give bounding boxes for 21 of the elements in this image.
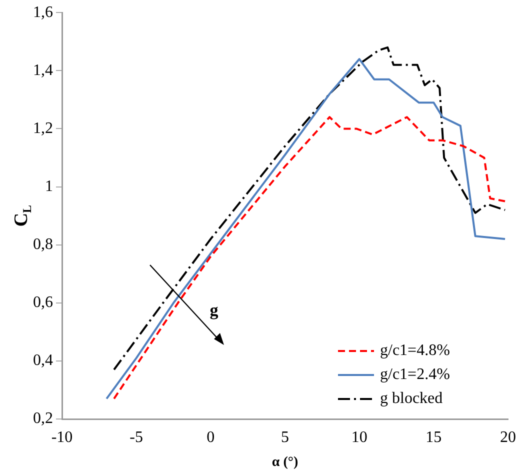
annotation: g xyxy=(210,300,219,320)
x-tick-label: 10 xyxy=(351,428,368,446)
legend-label: g/c1=2.4% xyxy=(380,366,450,384)
y-tick-label: 1 xyxy=(45,178,53,195)
y-tick-label: 0,8 xyxy=(33,236,53,254)
y-axis-title: CL xyxy=(10,204,34,227)
x-tick-label: 15 xyxy=(426,428,442,446)
x-tick-label: 5 xyxy=(281,428,289,446)
y-tick-label: 1,2 xyxy=(33,120,53,137)
x-tick-label: -5 xyxy=(130,428,143,446)
x-tick-label: 20 xyxy=(500,428,516,446)
x-tick-label: -10 xyxy=(51,428,73,446)
x-tick-label: 0 xyxy=(206,428,215,446)
legend-label: g/c1=4.8% xyxy=(380,342,450,360)
x-axis-title: α (°) xyxy=(272,455,298,470)
y-tick-label: 1,6 xyxy=(33,4,53,21)
legend-label: g blocked xyxy=(380,390,443,408)
y-tick-label: 0,4 xyxy=(33,352,53,370)
y-tick-label: 0,2 xyxy=(33,410,53,428)
y-tick-label: 1,4 xyxy=(33,62,53,79)
y-tick-label: 0,6 xyxy=(33,294,53,312)
